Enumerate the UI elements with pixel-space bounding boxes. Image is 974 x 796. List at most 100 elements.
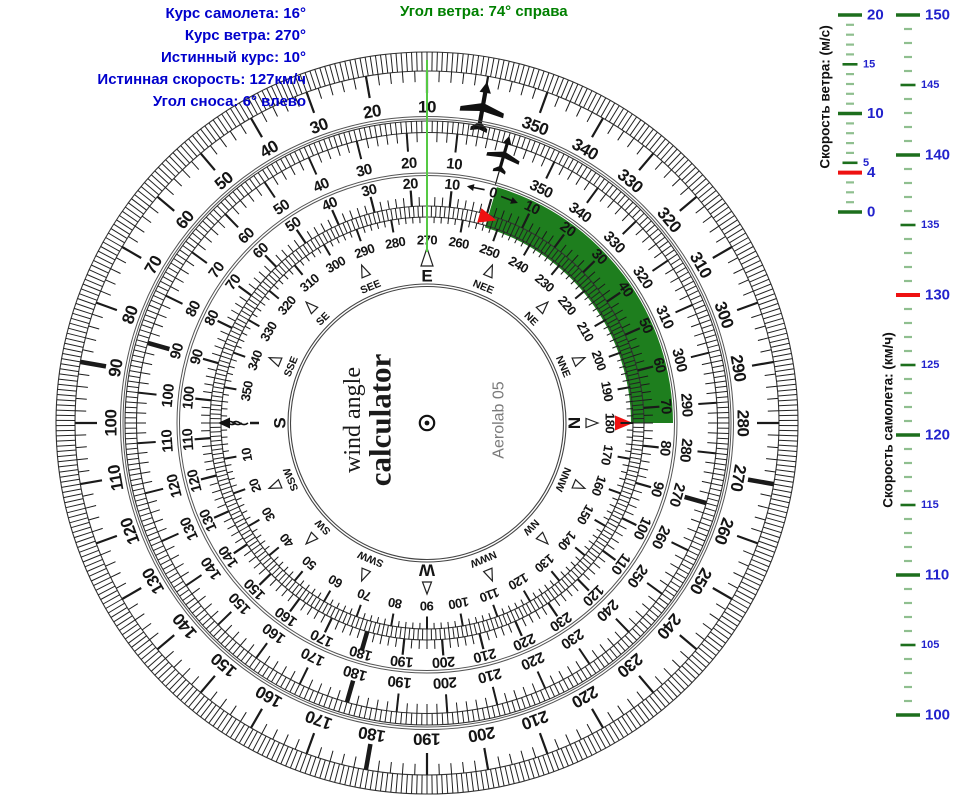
svg-text:10: 10 xyxy=(446,155,464,174)
svg-text:210: 210 xyxy=(471,644,497,665)
svg-text:170: 170 xyxy=(303,706,335,733)
svg-text:115: 115 xyxy=(921,499,939,511)
svg-text:110: 110 xyxy=(925,567,949,584)
svg-text:30: 30 xyxy=(360,181,379,200)
svg-text:330: 330 xyxy=(614,165,647,197)
svg-text:W: W xyxy=(418,561,435,580)
svg-text:4: 4 xyxy=(867,164,876,181)
wind-arrow-icon xyxy=(218,417,230,429)
svg-text:20: 20 xyxy=(402,176,419,193)
svg-text:350: 350 xyxy=(238,380,256,403)
svg-text:330: 330 xyxy=(257,319,280,344)
svg-text:120: 120 xyxy=(925,427,950,444)
svg-text:50: 50 xyxy=(299,553,319,573)
svg-text:NEE: NEE xyxy=(471,278,496,297)
drift-left-arrow-icon xyxy=(466,184,485,192)
rose-pointer-icon xyxy=(571,356,587,368)
flight-info: Курс самолета: 16° Курс ветра: 270° Исти… xyxy=(0,3,306,113)
svg-text:S: S xyxy=(271,417,290,428)
svg-text:270: 270 xyxy=(727,463,750,493)
svg-text:220: 220 xyxy=(555,293,580,318)
svg-text:110: 110 xyxy=(180,428,198,451)
svg-text:150: 150 xyxy=(574,502,597,527)
rose-pointer-icon xyxy=(267,478,283,490)
svg-text:10: 10 xyxy=(521,198,542,219)
svg-text:105: 105 xyxy=(921,639,939,651)
svg-text:30: 30 xyxy=(307,114,330,138)
rose-pointer-icon xyxy=(482,263,494,279)
svg-text:190: 190 xyxy=(389,652,414,670)
svg-text:140: 140 xyxy=(925,147,950,164)
rose-pointer-icon xyxy=(535,300,550,315)
svg-text:90: 90 xyxy=(420,599,434,614)
svg-text:100: 100 xyxy=(925,707,950,724)
svg-text:270: 270 xyxy=(665,481,688,508)
svg-text:120: 120 xyxy=(117,515,144,547)
svg-text:190: 190 xyxy=(598,380,616,403)
svg-text:30: 30 xyxy=(354,161,373,181)
svg-text:210: 210 xyxy=(476,664,503,686)
svg-text:250: 250 xyxy=(686,565,716,598)
svg-text:SSE: SSE xyxy=(282,355,301,379)
svg-text:220: 220 xyxy=(569,682,602,712)
svg-text:140: 140 xyxy=(169,610,201,643)
svg-text:90: 90 xyxy=(188,347,208,366)
svg-text:200: 200 xyxy=(467,723,497,746)
svg-text:N: N xyxy=(565,417,584,429)
svg-text:130: 130 xyxy=(138,565,168,598)
svg-text:180: 180 xyxy=(348,642,375,664)
svg-text:80: 80 xyxy=(182,298,204,320)
svg-text:210: 210 xyxy=(574,319,597,344)
svg-text:15: 15 xyxy=(863,58,875,70)
rose-pointer-icon xyxy=(304,300,319,315)
svg-text:160: 160 xyxy=(253,682,286,712)
svg-text:135: 135 xyxy=(921,219,939,231)
svg-text:60: 60 xyxy=(172,207,198,233)
svg-text:90: 90 xyxy=(647,479,667,498)
svg-text:340: 340 xyxy=(244,348,265,372)
svg-text:SE: SE xyxy=(314,310,332,328)
red-pointer-start[interactable] xyxy=(477,208,498,227)
svg-text:40: 40 xyxy=(320,194,341,215)
svg-text:60: 60 xyxy=(326,572,345,592)
aircraft-speed-scale[interactable]: 100 105 110 115 120 125 130 135 140 145 150 xyxy=(896,7,950,724)
svg-text:240: 240 xyxy=(653,610,685,643)
svg-text:130: 130 xyxy=(925,287,950,304)
center-title-line1: wind angle xyxy=(340,367,366,473)
flight-info-line-drift: Угол сноса: 6° влево xyxy=(152,93,306,110)
wind-speed-scale[interactable]: 0 45 10 15 20 xyxy=(838,7,884,221)
svg-text:220: 220 xyxy=(510,629,538,653)
svg-text:230: 230 xyxy=(614,649,647,681)
flight-info-line-true-speed: Истинная скорость: 127км/ч xyxy=(97,71,306,88)
svg-text:70: 70 xyxy=(657,398,674,415)
svg-text:260: 260 xyxy=(710,515,737,547)
svg-text:80: 80 xyxy=(118,303,142,326)
svg-text:100: 100 xyxy=(180,385,198,410)
airplane-small-icon xyxy=(486,135,520,175)
rose-pointer-icon xyxy=(535,531,550,546)
svg-text:250: 250 xyxy=(478,240,502,261)
svg-text:180: 180 xyxy=(341,661,368,684)
svg-text:100: 100 xyxy=(447,594,470,612)
svg-text:10: 10 xyxy=(238,447,255,463)
svg-text:150: 150 xyxy=(207,649,240,681)
svg-text:240: 240 xyxy=(506,253,531,276)
svg-text:30: 30 xyxy=(259,505,279,524)
svg-text:90: 90 xyxy=(167,341,188,361)
svg-text:NNE: NNE xyxy=(553,354,573,379)
rose-pointer-icon xyxy=(420,246,434,267)
wind-ripple-icon xyxy=(219,420,237,426)
svg-text:100: 100 xyxy=(629,514,654,542)
center-disc xyxy=(287,283,567,563)
wind-ripple-icon xyxy=(231,420,249,426)
svg-text:140: 140 xyxy=(555,528,580,553)
svg-text:120: 120 xyxy=(506,570,531,593)
svg-text:300: 300 xyxy=(668,347,690,374)
svg-text:180: 180 xyxy=(357,723,387,746)
svg-text:20: 20 xyxy=(362,101,383,123)
svg-text:290: 290 xyxy=(677,393,696,418)
svg-text:190: 190 xyxy=(414,730,441,749)
svg-text:10: 10 xyxy=(867,105,884,122)
